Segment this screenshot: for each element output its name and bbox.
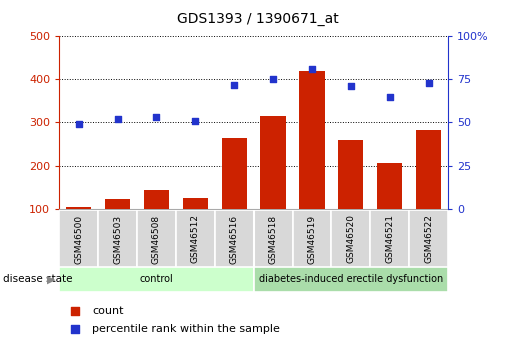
Point: [75, 121, 83, 127]
Point: [347, 83, 355, 89]
Point: [424, 80, 433, 86]
Bar: [416, 130, 441, 252]
Bar: [253, 210, 293, 267]
Text: GSM46519: GSM46519: [307, 215, 316, 264]
Bar: [144, 190, 169, 252]
Text: GSM46518: GSM46518: [269, 215, 278, 264]
Text: GSM46503: GSM46503: [113, 215, 122, 264]
Point: [386, 94, 394, 99]
Bar: [338, 140, 364, 252]
Text: GSM46516: GSM46516: [230, 215, 238, 264]
Text: diabetes-induced erectile dysfunction: diabetes-induced erectile dysfunction: [259, 275, 443, 284]
Text: GSM46520: GSM46520: [347, 215, 355, 264]
Bar: [59, 267, 253, 292]
Bar: [105, 199, 130, 252]
Bar: [293, 210, 332, 267]
Bar: [370, 210, 409, 267]
Bar: [377, 162, 402, 252]
Bar: [215, 210, 253, 267]
Bar: [409, 210, 448, 267]
Text: disease state: disease state: [3, 275, 72, 284]
Bar: [261, 116, 286, 252]
Bar: [98, 210, 137, 267]
Text: count: count: [92, 306, 124, 316]
Point: [71, 326, 79, 331]
Text: GSM46500: GSM46500: [74, 215, 83, 264]
Bar: [299, 71, 324, 252]
Text: GSM46522: GSM46522: [424, 215, 433, 263]
Bar: [66, 207, 91, 252]
Bar: [183, 198, 208, 252]
Bar: [332, 210, 370, 267]
Bar: [176, 210, 215, 267]
Text: GSM46521: GSM46521: [385, 215, 394, 264]
Text: GSM46512: GSM46512: [191, 215, 200, 264]
Point: [269, 77, 277, 82]
Text: GDS1393 / 1390671_at: GDS1393 / 1390671_at: [177, 12, 338, 26]
Point: [191, 118, 199, 124]
Text: percentile rank within the sample: percentile rank within the sample: [92, 324, 280, 334]
Text: control: control: [140, 275, 174, 284]
Text: GSM46508: GSM46508: [152, 215, 161, 264]
Point: [308, 66, 316, 72]
Bar: [221, 138, 247, 252]
Point: [230, 82, 238, 87]
Point: [71, 308, 79, 314]
Bar: [59, 210, 98, 267]
Bar: [137, 210, 176, 267]
Bar: [253, 267, 448, 292]
Point: [152, 115, 161, 120]
Point: [113, 116, 122, 122]
Text: ▶: ▶: [47, 275, 56, 284]
